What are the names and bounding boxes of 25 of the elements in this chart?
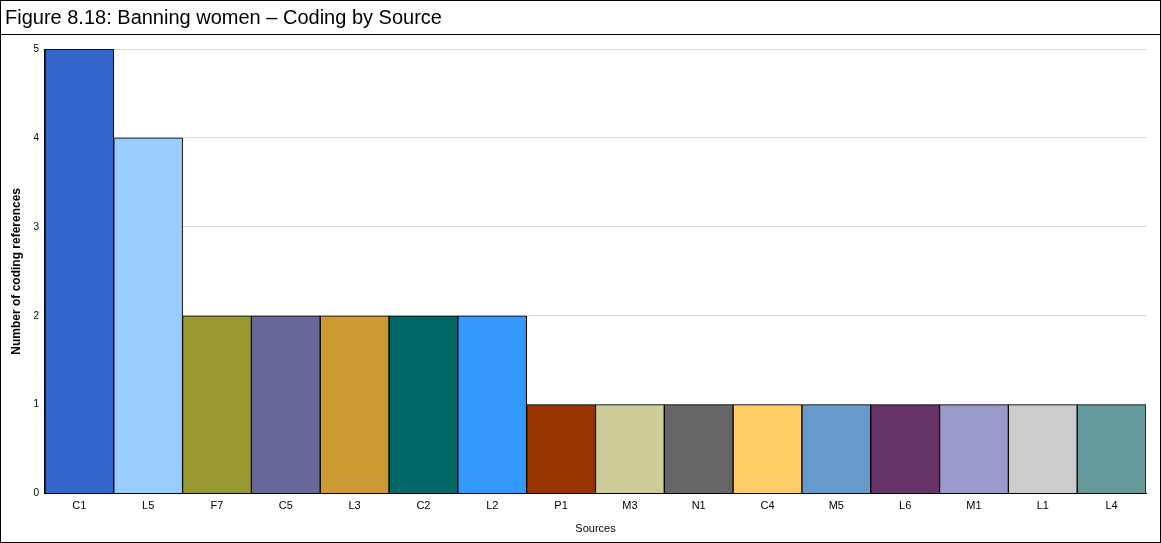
x-tick-label: C2 (416, 499, 431, 512)
y-tick-label: 0 (33, 487, 40, 499)
x-tick-label: N1 (691, 499, 706, 512)
y-tick-label: 5 (33, 42, 40, 54)
y-tick-label: 4 (33, 131, 40, 143)
x-tick-label: C5 (278, 499, 293, 512)
x-tick-label: F7 (210, 499, 224, 512)
x-tick-label: M1 (966, 499, 982, 512)
y-tick-label: 3 (33, 220, 40, 232)
x-tick-label: M5 (828, 499, 844, 512)
x-tick-label: L4 (1105, 499, 1118, 512)
x-tick-label: L2 (486, 499, 499, 512)
x-tick-label: L6 (899, 499, 912, 512)
x-axis-title: Sources (575, 522, 617, 535)
x-tick-label: C4 (760, 499, 775, 512)
y-tick-label: 1 (33, 398, 40, 410)
x-tick-label: M3 (622, 499, 638, 512)
x-tick-label: L5 (142, 499, 155, 512)
x-tick-label: C1 (72, 499, 87, 512)
x-tick-label: L3 (348, 499, 361, 512)
chart-title: Figure 8.18: Banning women – Coding by Source (1, 1, 1160, 35)
x-tick-label: L1 (1036, 499, 1049, 512)
y-axis-title: Number of coding references (8, 187, 23, 355)
x-tick-label: P1 (554, 499, 568, 512)
y-tick-label: 2 (33, 309, 40, 321)
